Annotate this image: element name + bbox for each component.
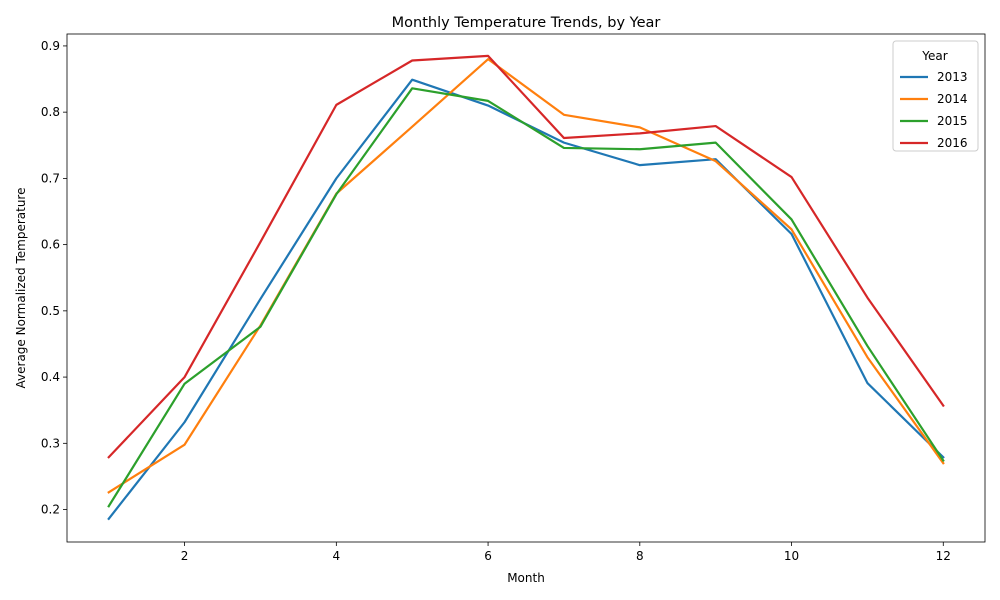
legend-items: 2013 2014 2015 2016 [900, 70, 968, 150]
chart-title: Monthly Temperature Trends, by Year [392, 15, 661, 31]
axis-ticks: 2 4 6 8 10 12 0.2 0.3 0.4 0.5 0.6 0.7 0.8 0.9 [41, 39, 951, 563]
y-tick-label: 0.5 [41, 304, 60, 318]
x-tick-label: 8 [636, 549, 644, 563]
x-tick-label: 10 [784, 549, 799, 563]
y-tick-label: 0.2 [41, 503, 60, 517]
plot-frame [66, 33, 986, 543]
plot-area [67, 34, 985, 542]
y-tick-label: 0.7 [41, 171, 60, 185]
legend: Year 2013 2014 2015 2016 [892, 40, 979, 152]
x-tick-label: 2 [181, 549, 189, 563]
legend-label: 2016 [937, 136, 968, 150]
y-tick-label: 0.4 [41, 370, 60, 384]
legend-box [892, 40, 979, 152]
legend-label: 2015 [937, 114, 968, 128]
legend-label: 2014 [937, 92, 968, 106]
x-axis-label: Month [507, 571, 545, 585]
series-line-2016 [107, 54, 945, 459]
y-axis-label: Average Normalized Temperature [14, 188, 28, 389]
y-tick-label: 0.9 [41, 39, 60, 53]
series-line-2014 [107, 58, 945, 494]
x-tick-label: 12 [936, 549, 951, 563]
legend-label: 2013 [937, 70, 968, 84]
series-lines [107, 54, 945, 521]
y-tick-label: 0.6 [41, 238, 60, 252]
x-tick-label: 4 [333, 549, 341, 563]
legend-title: Year [921, 49, 947, 63]
x-tick-label: 6 [484, 549, 492, 563]
series-line-2015 [107, 87, 945, 508]
y-tick-label: 0.3 [41, 436, 60, 450]
y-tick-label: 0.8 [41, 105, 60, 119]
